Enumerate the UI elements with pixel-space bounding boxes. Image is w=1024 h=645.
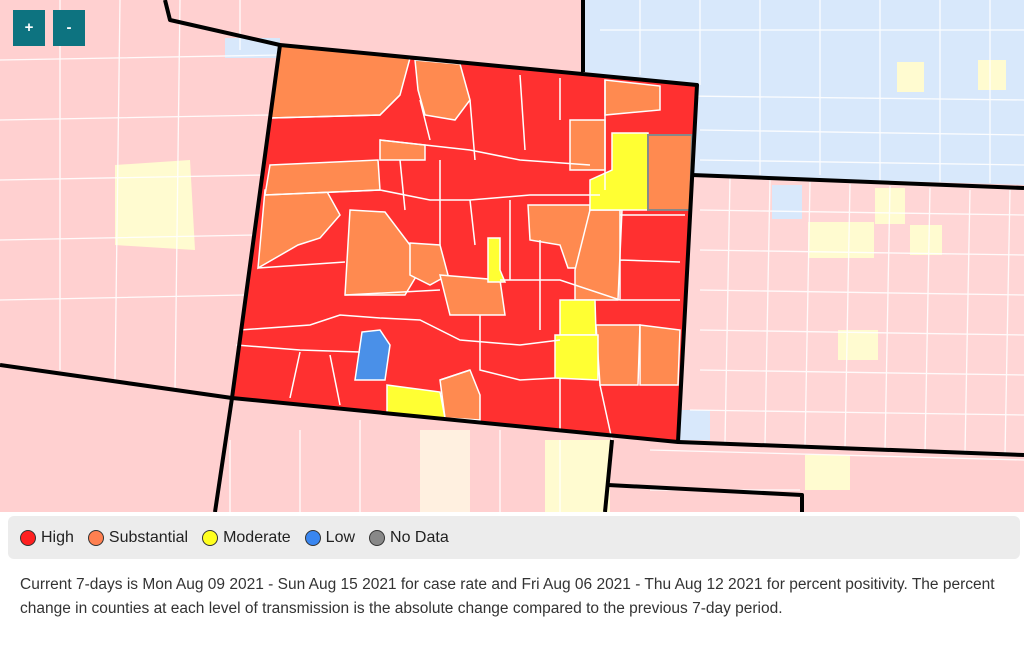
utah-moderate-county: [115, 160, 195, 250]
ne-moderate-county: [897, 62, 924, 92]
colorado-low-county: [354, 329, 391, 381]
high-swatch-icon: [20, 529, 36, 546]
ks-moderate-county-4: [838, 330, 878, 360]
moderate-swatch-icon: [202, 529, 219, 546]
ks-low-county: [772, 185, 802, 219]
legend-item-no-data: No Data: [369, 529, 449, 547]
map-canvas[interactable]: [0, 0, 1024, 512]
legend-label-substantial: Substantial: [108, 528, 189, 546]
colorado-substantial-counties: [257, 44, 693, 421]
low-swatch-icon: [304, 529, 321, 546]
ne-moderate-county-2: [978, 60, 1006, 90]
map-legend: High Substantial Moderate Low No Data: [8, 516, 1020, 559]
zoom-out-button[interactable]: -: [53, 10, 85, 46]
colorado-moderate-counties: [386, 132, 649, 419]
legend-item-low: Low: [304, 528, 356, 547]
zoom-in-button[interactable]: +: [13, 10, 45, 46]
ks-low-county-2: [680, 410, 710, 440]
ok-moderate-county: [805, 455, 850, 490]
nm-moderate-county-2: [420, 430, 470, 512]
outside-county-grid: [0, 0, 1024, 512]
legend-label-no-data: No Data: [390, 528, 449, 546]
ks-moderate-county-3: [910, 225, 942, 255]
nm-moderate-county: [545, 440, 610, 512]
no-data-swatch-icon: [369, 529, 386, 546]
substantial-swatch-icon: [87, 529, 104, 546]
state-borders: [0, 0, 1024, 512]
legend-item-substantial: Substantial: [87, 528, 189, 547]
legend-item-high: High: [20, 529, 74, 547]
date-range-footnote: Current 7-days is Mon Aug 09 2021 - Sun …: [20, 576, 995, 617]
legend-label-low: Low: [325, 528, 356, 546]
legend-label-moderate: Moderate: [223, 528, 291, 546]
legend-item-moderate: Moderate: [202, 529, 291, 547]
colorado-county-lines: [235, 74, 685, 441]
legend-label-high: High: [41, 528, 74, 546]
transmission-map[interactable]: + -: [0, 0, 1024, 512]
